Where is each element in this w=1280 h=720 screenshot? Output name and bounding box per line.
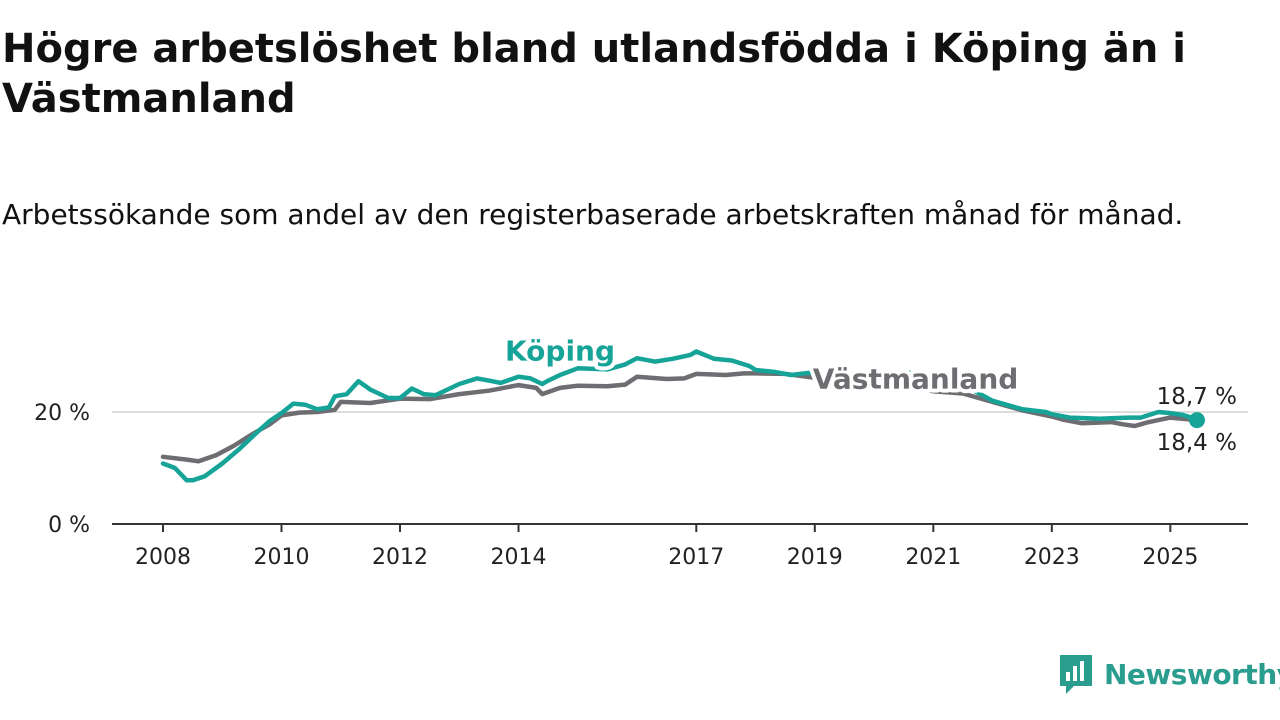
x-tick-label: 2012	[372, 545, 428, 570]
x-tick-label: 2008	[135, 545, 191, 570]
chart-labels: 0 % 20 % 2008 2010 2012 2014 2017 2019 2021 2023 2…	[34, 330, 1237, 570]
x-tick-label: 2025	[1142, 545, 1198, 570]
x-tick-label: 2019	[787, 545, 843, 570]
end-point-marker	[1189, 412, 1205, 429]
series-label-vastmanland: Västmanland	[813, 362, 1019, 395]
series-lines	[160, 349, 1205, 483]
x-tick-label: 2014	[491, 545, 547, 570]
y-tick-label: 0 %	[48, 513, 90, 538]
x-tick-label: 2017	[668, 545, 724, 570]
y-tick-label: 20 %	[34, 401, 90, 426]
series-line-k-ping	[160, 349, 1200, 483]
series-line-v-stmanland	[160, 371, 1200, 464]
series-label-koping: Köping	[505, 334, 615, 367]
newsworthy-icon	[1060, 655, 1092, 694]
x-tick-label: 2010	[254, 545, 310, 570]
x-tick-label: 2021	[905, 545, 961, 570]
x-axis	[112, 523, 1248, 532]
chart-subtitle: Arbetssökande som andel av den registerb…	[2, 198, 1184, 231]
chart-title: Högre arbetslöshet bland utlandsfödda i …	[2, 26, 1186, 122]
x-tick-label: 2023	[1024, 545, 1080, 570]
end-label-vastmanland: 18,4 %	[1157, 430, 1237, 456]
brand-name: Newsworthy	[1104, 657, 1280, 691]
line-chart: 0 % 20 % 2008 2010 2012 2014 2017 2019 2021 2023 2…	[34, 330, 1248, 570]
newsworthy-logo: Newsworthy	[1058, 652, 1280, 696]
end-label-koping: 18,7 %	[1157, 384, 1237, 410]
